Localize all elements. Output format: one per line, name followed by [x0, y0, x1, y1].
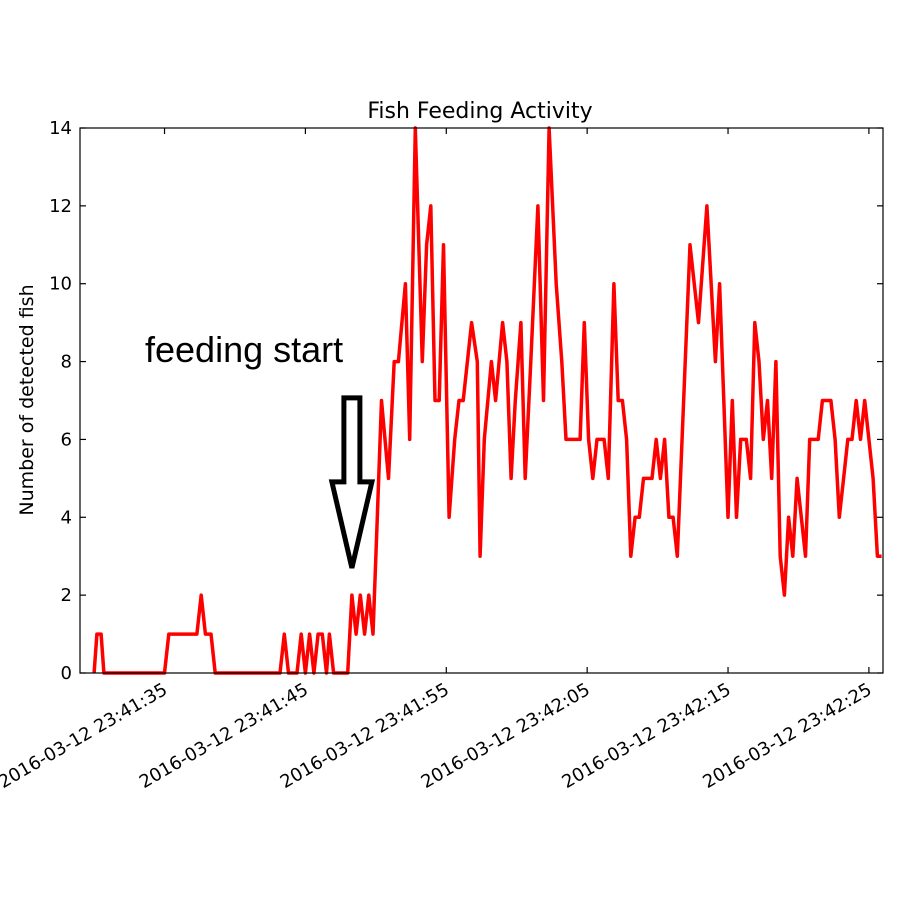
plot-frame — [79, 127, 884, 674]
y-tick-label: 10 — [49, 274, 72, 295]
feeding-start-annotation: feeding start — [145, 329, 376, 569]
y-tick-label: 6 — [61, 429, 72, 450]
annotation-text: feeding start — [145, 329, 343, 370]
y-axis-ticks: 0 2 4 6 8 10 12 14 — [49, 118, 883, 684]
y-tick-label: 12 — [49, 196, 72, 217]
down-arrow-icon — [328, 395, 376, 569]
y-tick-label: 2 — [61, 585, 72, 606]
chart-title: Fish Feeding Activity — [367, 99, 592, 124]
series-layer — [92, 126, 882, 675]
series-line — [92, 126, 882, 675]
y-tick-label: 0 — [61, 663, 72, 684]
y-tick-label: 8 — [61, 352, 72, 373]
y-axis-label: Number of detected fish — [16, 284, 38, 515]
y-tick-label: 4 — [61, 507, 72, 528]
y-tick-label: 14 — [49, 118, 72, 139]
